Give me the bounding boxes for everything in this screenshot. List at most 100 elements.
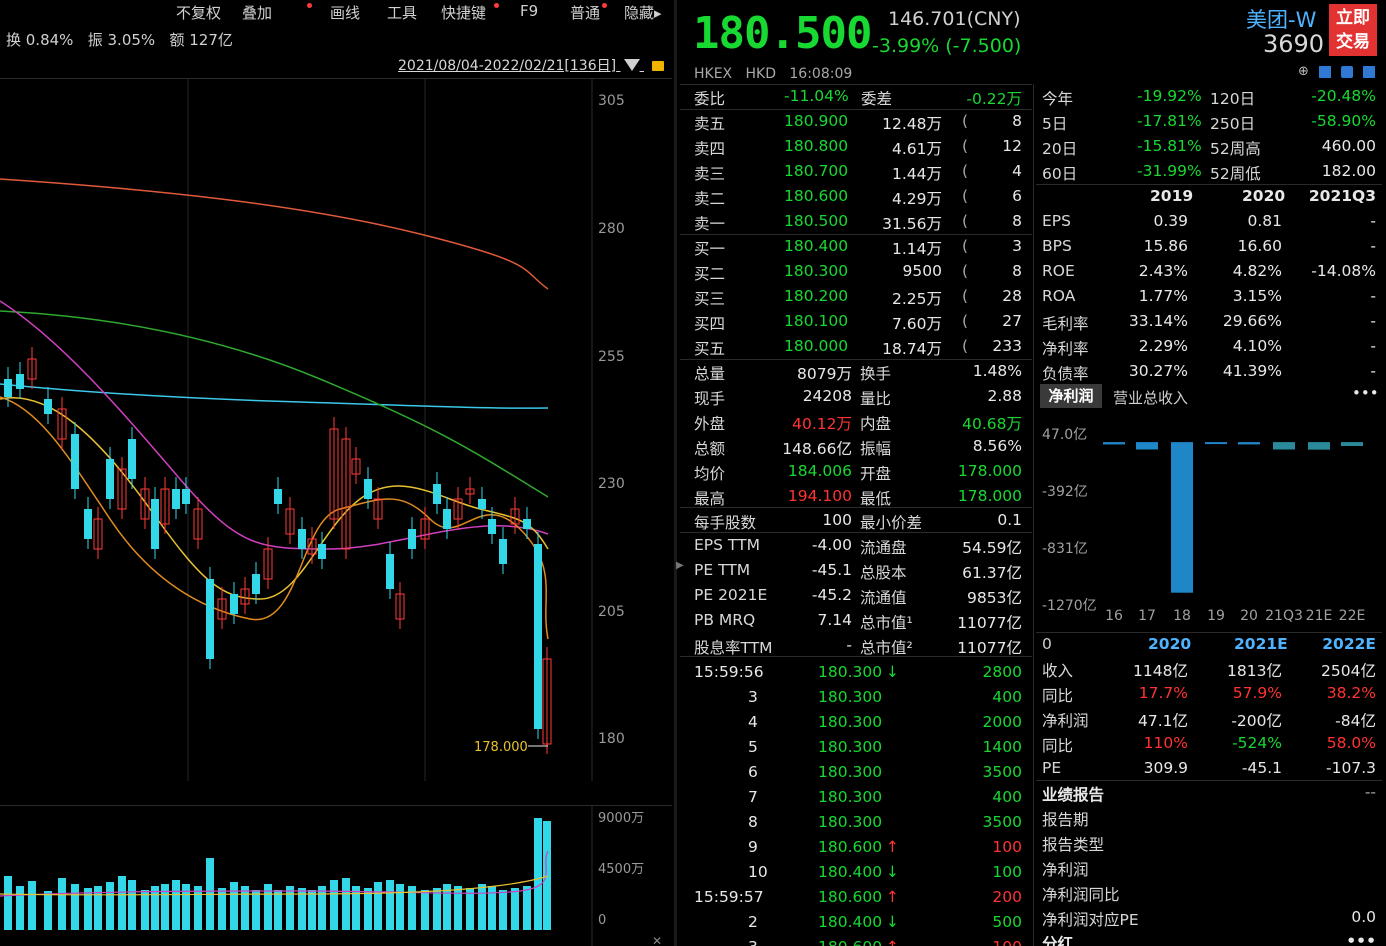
paren-open: ( bbox=[962, 262, 969, 280]
profit-x-label: 22E bbox=[1339, 608, 1366, 624]
candlestick-chart[interactable]: 305 280 255 230 205 180 178.000 bbox=[0, 78, 672, 781]
perf-value: -17.81% bbox=[1137, 112, 1202, 130]
forecast-header: 0 2020 2021E 2022E bbox=[1042, 632, 1380, 657]
stat-value: 194.100 bbox=[787, 487, 852, 505]
dividend-more-icon[interactable]: ••• bbox=[1346, 932, 1376, 946]
stat-label: 均价 bbox=[694, 465, 726, 483]
volume-chart[interactable]: 9000万 4500万 0 ✕ bbox=[0, 805, 672, 946]
volume-bar bbox=[396, 884, 404, 930]
tab-net-profit[interactable]: 净利润 bbox=[1040, 384, 1102, 408]
profit-bar-chart[interactable]: 47.0亿 -392亿 -831亿 -1270亿 16 17 18 19 20 21Q3 2… bbox=[1036, 412, 1382, 630]
price-cny: 146.701(CNY) bbox=[888, 8, 1021, 30]
stat-label: 每手股数 bbox=[694, 514, 757, 532]
profit-x-label: 17 bbox=[1138, 608, 1156, 624]
tick-price: 180.300 bbox=[818, 763, 883, 781]
close-icon[interactable]: ✕ bbox=[652, 934, 663, 946]
lock-icon[interactable] bbox=[652, 61, 664, 71]
bid-label: 买四 bbox=[694, 315, 726, 333]
trade-now-button[interactable]: 立即交易 bbox=[1329, 4, 1377, 56]
amount-stat: 额 127亿 bbox=[169, 31, 233, 49]
perf-label: 60日 bbox=[1042, 165, 1078, 183]
dividend-header[interactable]: 分红 ••• bbox=[1042, 929, 1380, 946]
stat-value: 11077亿 bbox=[957, 639, 1022, 657]
tick-volume: 100 bbox=[992, 838, 1022, 856]
candle-body bbox=[499, 539, 507, 564]
perf-value: -19.92% bbox=[1137, 87, 1202, 105]
volume-bar bbox=[286, 886, 294, 930]
ask-price: 180.500 bbox=[784, 212, 849, 230]
volume-bar bbox=[194, 886, 202, 930]
volume-bar bbox=[84, 888, 92, 930]
toolbar-draw[interactable]: 画线 bbox=[330, 4, 361, 22]
toolbar-tools[interactable]: 工具 bbox=[387, 4, 418, 22]
diff-label: 委差 bbox=[861, 90, 893, 108]
perf-value: -15.81% bbox=[1137, 137, 1202, 155]
forecast-year: 2021E bbox=[1234, 635, 1288, 653]
fin-label: 净利率 bbox=[1042, 340, 1089, 358]
arrow-down-icon: ↓ bbox=[886, 913, 899, 931]
toolbar-f9[interactable]: F9 bbox=[520, 2, 539, 20]
bid-row: 买三 180.200 2.25万 (28 bbox=[694, 284, 1030, 309]
perf-label: 52周高 bbox=[1210, 140, 1261, 158]
tick-row: 8 180.300 3500 bbox=[694, 810, 1030, 835]
tick-volume: 1400 bbox=[982, 738, 1022, 756]
stat-label: 流通值 bbox=[860, 589, 907, 607]
toolbar-shortcuts[interactable]: 快捷键 bbox=[441, 4, 487, 22]
date-range-selector[interactable]: 2021/08/04-2022/02/21[136日] bbox=[398, 55, 664, 75]
link-icon[interactable]: ⊕ bbox=[1298, 64, 1309, 79]
volume-bar bbox=[386, 880, 394, 930]
stat-value: 40.68万 bbox=[962, 415, 1022, 433]
edit-icon[interactable] bbox=[1319, 65, 1332, 78]
volume-bar bbox=[523, 886, 531, 930]
tick-row: 3 180.600 100 ↑ bbox=[694, 935, 1030, 946]
forecast-value: -84亿 bbox=[1335, 712, 1376, 730]
shortcut-badge-dot bbox=[494, 3, 499, 8]
stat-label: 开盘 bbox=[860, 465, 892, 483]
vol-tick-label: 9000万 bbox=[598, 811, 644, 826]
stat-label: 振幅 bbox=[860, 440, 892, 458]
stat-label: 量比 bbox=[860, 390, 892, 408]
ask-count: 12 bbox=[1002, 137, 1022, 155]
profit-x-label: 21E bbox=[1306, 608, 1333, 624]
toolbar-hide[interactable]: 隐藏▸ bbox=[624, 4, 662, 22]
tick-time: 3 bbox=[748, 688, 758, 706]
fin-value: 0.39 bbox=[1153, 212, 1188, 230]
paren-open: ( bbox=[962, 137, 969, 155]
stat-row: 均价 184.006 开盘 178.000 bbox=[694, 459, 1030, 484]
tick-volume: 500 bbox=[992, 913, 1022, 931]
fin-row: ROA 1.77% 3.15% - bbox=[1042, 284, 1380, 309]
tick-price: 180.300 bbox=[818, 738, 883, 756]
fin-value: 0.81 bbox=[1247, 212, 1282, 230]
fin-value: 15.86 bbox=[1143, 237, 1188, 255]
toolbar-no-adjust[interactable]: 不复权 bbox=[176, 4, 222, 22]
dropdown-triangle-icon[interactable] bbox=[623, 59, 640, 71]
info-icon[interactable] bbox=[1341, 65, 1354, 78]
forecast-value: -45.1 bbox=[1241, 759, 1282, 777]
perf-value: -31.99% bbox=[1137, 162, 1202, 180]
tick-row: 10 180.400 100 ↓ bbox=[694, 860, 1030, 885]
expand-icon[interactable] bbox=[1363, 65, 1376, 78]
more-icon[interactable]: ••• bbox=[1352, 384, 1379, 402]
ask-row: 卖三 180.700 1.44万 (4 bbox=[694, 159, 1030, 184]
collapse-arrow-icon[interactable]: ▶ bbox=[676, 560, 684, 571]
profit-bar bbox=[1238, 442, 1260, 445]
y-tick-label: 180 bbox=[598, 731, 625, 747]
overlay-badge-dot bbox=[307, 3, 312, 8]
forecast-row: PE 309.9 -45.1 -107.3 bbox=[1042, 756, 1380, 781]
fin-row: ROE 2.43% 4.82% -14.08% bbox=[1042, 259, 1380, 284]
toolbar-overlay[interactable]: 叠加 bbox=[242, 4, 273, 22]
candle-body bbox=[542, 658, 552, 745]
toolbar-normal[interactable]: 普通 bbox=[570, 4, 601, 22]
bid-volume: 2.25万 bbox=[891, 290, 942, 308]
forecast-label: PE bbox=[1042, 759, 1062, 777]
tab-revenue[interactable]: 营业总收入 bbox=[1113, 389, 1189, 407]
candle-body bbox=[71, 434, 79, 489]
fin-label: 毛利率 bbox=[1042, 315, 1089, 333]
bid-row: 买四 180.100 7.60万 (27 bbox=[694, 309, 1030, 334]
stock-name[interactable]: 美团-W bbox=[1246, 8, 1317, 32]
stat-label: 内盘 bbox=[860, 415, 892, 433]
volume-bar bbox=[318, 886, 326, 930]
forecast-label: 净利润 bbox=[1042, 712, 1089, 730]
fin-value: - bbox=[1370, 312, 1376, 330]
tick-price: 180.600 bbox=[818, 888, 883, 906]
